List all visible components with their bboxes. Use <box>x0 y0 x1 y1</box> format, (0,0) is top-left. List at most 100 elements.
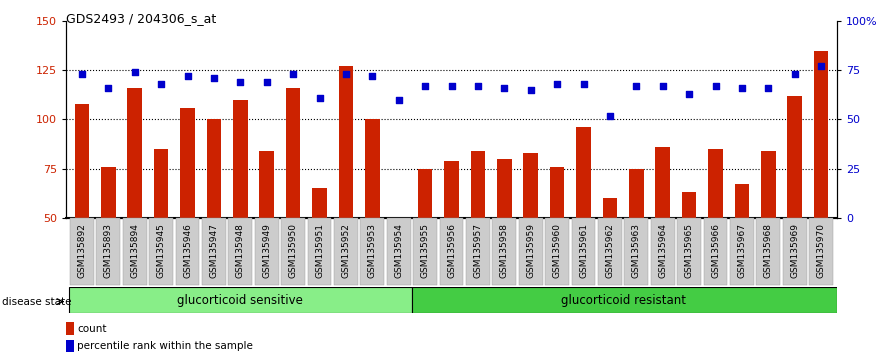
Point <box>708 83 722 89</box>
Text: GSM135947: GSM135947 <box>210 223 218 278</box>
FancyBboxPatch shape <box>545 218 569 285</box>
Text: GSM135955: GSM135955 <box>420 223 430 278</box>
FancyBboxPatch shape <box>96 218 120 285</box>
Bar <box>312 188 327 218</box>
Bar <box>523 153 538 218</box>
Bar <box>603 198 618 218</box>
Point <box>497 85 511 91</box>
Bar <box>207 119 221 218</box>
Text: GSM135950: GSM135950 <box>289 223 298 278</box>
Text: GSM135958: GSM135958 <box>500 223 509 278</box>
Bar <box>128 88 142 218</box>
FancyBboxPatch shape <box>334 218 358 285</box>
Text: disease state: disease state <box>2 297 71 307</box>
Text: GSM135968: GSM135968 <box>764 223 773 278</box>
FancyBboxPatch shape <box>413 218 437 285</box>
Text: GSM135965: GSM135965 <box>685 223 693 278</box>
Bar <box>365 119 380 218</box>
Text: GSM135948: GSM135948 <box>236 223 245 278</box>
Text: GDS2493 / 204306_s_at: GDS2493 / 204306_s_at <box>66 12 217 25</box>
FancyBboxPatch shape <box>466 218 490 285</box>
Text: GSM135952: GSM135952 <box>342 223 351 278</box>
Point <box>128 69 142 75</box>
Bar <box>233 100 248 218</box>
FancyBboxPatch shape <box>704 218 728 285</box>
Text: GSM135945: GSM135945 <box>157 223 166 278</box>
Point <box>366 73 380 79</box>
Text: glucorticoid resistant: glucorticoid resistant <box>560 293 685 307</box>
Point <box>181 73 195 79</box>
Text: GSM135963: GSM135963 <box>632 223 640 278</box>
FancyBboxPatch shape <box>651 218 675 285</box>
Point <box>655 83 670 89</box>
Point <box>418 83 433 89</box>
FancyBboxPatch shape <box>281 218 305 285</box>
Bar <box>154 149 168 218</box>
FancyBboxPatch shape <box>492 218 516 285</box>
FancyBboxPatch shape <box>202 218 226 285</box>
Bar <box>735 184 749 218</box>
Point <box>313 95 327 101</box>
Bar <box>788 96 802 218</box>
Bar <box>550 167 565 218</box>
Bar <box>629 169 644 218</box>
Text: GSM135957: GSM135957 <box>473 223 483 278</box>
Bar <box>682 192 696 218</box>
Bar <box>338 67 353 218</box>
Text: percentile rank within the sample: percentile rank within the sample <box>78 341 253 351</box>
Bar <box>75 104 89 218</box>
Text: GSM135954: GSM135954 <box>394 223 403 278</box>
Point <box>339 72 353 77</box>
FancyBboxPatch shape <box>519 218 543 285</box>
Bar <box>101 167 115 218</box>
Point <box>576 81 590 87</box>
Bar <box>66 340 74 352</box>
Bar <box>181 108 195 218</box>
Point <box>629 83 643 89</box>
FancyBboxPatch shape <box>228 218 252 285</box>
Text: GSM135959: GSM135959 <box>526 223 536 278</box>
Bar <box>259 151 274 218</box>
Bar <box>814 51 828 218</box>
Text: GSM135964: GSM135964 <box>658 223 667 278</box>
Text: GSM135961: GSM135961 <box>579 223 588 278</box>
Point <box>814 64 828 69</box>
Point <box>444 83 458 89</box>
Bar <box>708 149 722 218</box>
Bar <box>761 151 775 218</box>
Point <box>101 85 115 91</box>
Text: GSM135956: GSM135956 <box>447 223 456 278</box>
FancyBboxPatch shape <box>122 218 146 285</box>
Bar <box>66 322 74 335</box>
Text: GSM135892: GSM135892 <box>78 223 86 278</box>
Text: GSM135969: GSM135969 <box>790 223 799 278</box>
Point <box>75 72 89 77</box>
Bar <box>576 127 591 218</box>
FancyBboxPatch shape <box>149 218 173 285</box>
FancyBboxPatch shape <box>360 218 384 285</box>
Point <box>207 75 221 81</box>
Text: GSM135960: GSM135960 <box>552 223 561 278</box>
Text: GSM135962: GSM135962 <box>605 223 614 278</box>
FancyBboxPatch shape <box>70 218 93 285</box>
Point <box>260 79 274 85</box>
FancyBboxPatch shape <box>440 218 463 285</box>
Text: glucorticoid sensitive: glucorticoid sensitive <box>177 293 303 307</box>
Bar <box>655 147 670 218</box>
Point <box>470 83 485 89</box>
Bar <box>285 88 300 218</box>
Text: GSM135953: GSM135953 <box>367 223 377 278</box>
Text: GSM135966: GSM135966 <box>711 223 720 278</box>
Point <box>735 85 749 91</box>
Point <box>392 97 406 103</box>
Text: GSM135893: GSM135893 <box>104 223 113 278</box>
Point <box>788 72 802 77</box>
FancyBboxPatch shape <box>625 218 648 285</box>
Point <box>550 81 564 87</box>
FancyBboxPatch shape <box>598 218 622 285</box>
Text: count: count <box>78 324 107 333</box>
Point <box>603 113 617 118</box>
Text: GSM135946: GSM135946 <box>183 223 192 278</box>
Text: GSM135967: GSM135967 <box>737 223 746 278</box>
FancyBboxPatch shape <box>572 218 596 285</box>
